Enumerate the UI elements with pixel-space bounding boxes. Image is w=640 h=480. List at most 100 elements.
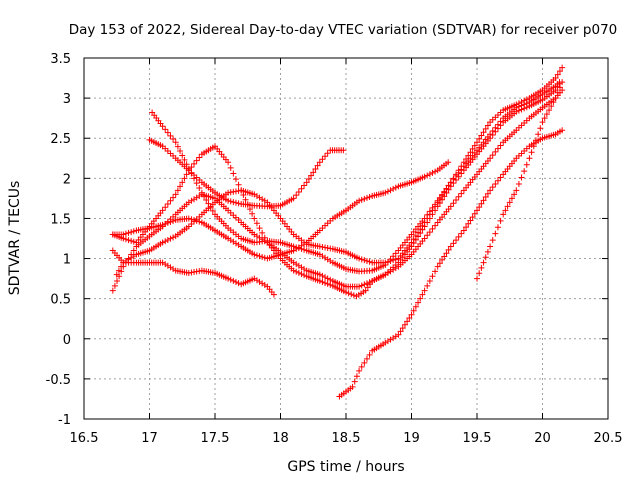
data-point bbox=[256, 225, 263, 232]
series-track-e bbox=[109, 247, 277, 298]
data-point bbox=[319, 156, 326, 163]
data-point bbox=[523, 104, 530, 111]
data-point bbox=[419, 291, 426, 298]
y-tick-label: 1.5 bbox=[50, 212, 71, 227]
x-axis-ticks: 16.5 17 17.5 18 18.5 19 19.5 20 20.5 bbox=[70, 58, 622, 446]
data-point bbox=[314, 162, 321, 169]
data-point bbox=[434, 199, 441, 206]
data-point bbox=[295, 188, 302, 195]
data-point bbox=[382, 189, 389, 196]
data-point bbox=[179, 152, 186, 159]
data-point bbox=[455, 193, 462, 200]
data-point bbox=[460, 227, 467, 234]
data-point bbox=[115, 267, 122, 274]
data-point bbox=[170, 218, 177, 225]
data-point bbox=[256, 253, 263, 260]
data-point bbox=[478, 132, 485, 139]
data-point bbox=[358, 282, 365, 289]
data-point bbox=[249, 210, 256, 217]
data-point bbox=[159, 123, 166, 130]
data-point bbox=[167, 132, 174, 139]
grid-lines bbox=[84, 58, 608, 419]
data-point bbox=[426, 278, 433, 285]
data-point bbox=[412, 232, 419, 239]
data-point bbox=[441, 189, 448, 196]
data-point bbox=[349, 383, 356, 390]
data-point bbox=[447, 243, 454, 250]
data-point bbox=[458, 170, 465, 177]
data-point bbox=[181, 175, 188, 182]
data-point bbox=[469, 145, 476, 152]
data-point bbox=[340, 147, 347, 154]
data-point bbox=[410, 307, 417, 314]
data-point bbox=[225, 275, 232, 282]
y-tick-label: 0 bbox=[63, 333, 71, 348]
data-point bbox=[183, 161, 190, 168]
data-point bbox=[120, 231, 127, 238]
data-point bbox=[401, 321, 408, 328]
data-point bbox=[193, 180, 200, 187]
data-point bbox=[366, 351, 373, 358]
series-track-h bbox=[336, 127, 566, 400]
data-point bbox=[167, 235, 174, 242]
data-point bbox=[235, 181, 242, 188]
data-point bbox=[118, 263, 125, 270]
data-point bbox=[364, 284, 371, 291]
data-point bbox=[432, 222, 439, 229]
data-point bbox=[179, 179, 186, 186]
data-point bbox=[356, 283, 363, 290]
x-tick-label: 18 bbox=[272, 431, 289, 446]
data-point bbox=[301, 272, 308, 279]
data-point bbox=[489, 132, 496, 139]
data-point bbox=[128, 229, 135, 236]
data-point bbox=[476, 270, 483, 277]
data-point bbox=[130, 228, 137, 235]
data-point bbox=[497, 217, 504, 224]
data-point bbox=[511, 191, 518, 198]
data-point bbox=[225, 197, 232, 204]
data-point bbox=[432, 268, 439, 275]
data-point bbox=[363, 257, 370, 264]
data-point bbox=[253, 220, 260, 227]
data-point bbox=[455, 233, 462, 240]
data-point bbox=[367, 281, 374, 288]
data-point bbox=[230, 199, 237, 206]
data-point bbox=[193, 157, 200, 164]
data-point bbox=[162, 204, 169, 211]
data-point bbox=[526, 155, 533, 162]
series-track-i bbox=[474, 79, 566, 282]
data-point bbox=[484, 248, 491, 255]
data-point bbox=[443, 250, 450, 257]
data-point bbox=[392, 250, 399, 257]
data-point bbox=[319, 278, 326, 285]
data-point bbox=[122, 230, 129, 237]
x-tick-label: 20 bbox=[534, 431, 551, 446]
data-point bbox=[502, 207, 509, 214]
data-point bbox=[432, 168, 439, 175]
data-point bbox=[476, 135, 483, 142]
data-point bbox=[434, 263, 441, 270]
data-point bbox=[227, 164, 234, 171]
data-point bbox=[480, 259, 487, 266]
data-point bbox=[408, 239, 415, 246]
data-point bbox=[390, 257, 397, 264]
data-point bbox=[465, 152, 472, 159]
y-tick-label: 3 bbox=[63, 92, 71, 107]
data-point bbox=[458, 230, 465, 237]
data-point bbox=[293, 268, 300, 275]
data-point bbox=[227, 276, 234, 283]
data-point bbox=[174, 143, 181, 150]
data-point bbox=[535, 131, 542, 138]
data-point bbox=[191, 175, 198, 182]
data-point bbox=[474, 275, 480, 282]
data-point bbox=[196, 184, 203, 191]
data-point bbox=[515, 107, 522, 114]
data-point bbox=[387, 257, 394, 264]
data-point bbox=[319, 272, 326, 279]
data-point bbox=[230, 170, 237, 177]
data-point bbox=[181, 156, 188, 163]
data-point bbox=[497, 122, 504, 129]
data-point bbox=[513, 108, 520, 115]
data-point bbox=[521, 97, 528, 104]
data-point bbox=[290, 267, 297, 274]
